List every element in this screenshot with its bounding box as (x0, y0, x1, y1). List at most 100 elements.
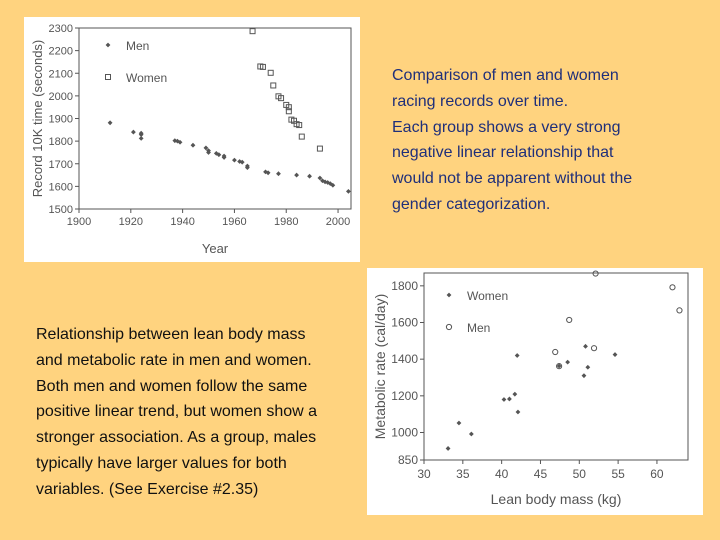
data-point (190, 142, 196, 148)
x-tick-label: 1960 (222, 216, 246, 228)
x-axis-label: Year (202, 241, 229, 256)
data-point (669, 284, 676, 291)
data-point (285, 104, 292, 111)
data-point (320, 178, 325, 184)
data-point (592, 270, 599, 277)
data-point (552, 348, 559, 356)
y-tick-label: 1800 (49, 136, 73, 148)
x-tick-label: 30 (417, 467, 431, 481)
data-point (138, 132, 144, 137)
y-tick-label: 1700 (49, 159, 73, 171)
data-point (206, 150, 211, 155)
data-point (325, 180, 331, 185)
x-tick-label: 1980 (274, 216, 298, 228)
y-tick-label: 2100 (49, 68, 73, 80)
y-tick-label: 1900 (49, 114, 73, 126)
data-point (456, 420, 462, 426)
data-point (327, 181, 333, 187)
data-point (316, 145, 323, 152)
data-point (317, 175, 323, 181)
data-point (221, 155, 227, 160)
data-point (265, 170, 271, 176)
plot-frame (423, 272, 689, 461)
data-point (565, 359, 571, 365)
y-tick-label: 1200 (391, 389, 418, 403)
x-axis-label: Lean body mass (kg) (491, 491, 622, 507)
metabolic-rate-plot: 30 35 40 45 50 55 60 850 1000 1200 1400 1600 1800 Lea… (372, 270, 689, 507)
data-point (468, 431, 474, 437)
data-point (285, 108, 292, 115)
y-tick-label: 1500 (49, 204, 73, 216)
data-point (259, 63, 266, 70)
legend-marker (105, 42, 111, 48)
data-point (177, 139, 183, 145)
data-point (107, 120, 113, 126)
y-tick-label: 1400 (391, 352, 418, 366)
y-tick-label: 1600 (49, 181, 73, 193)
data-point (276, 171, 281, 177)
data-point (346, 188, 351, 194)
data-point (232, 157, 237, 163)
x-tick-label: 45 (534, 467, 548, 481)
data-point (501, 397, 507, 402)
x-tick-label: 35 (456, 467, 470, 481)
race-records-chart: 1900 1920 1940 1960 1980 2000 1500 1600 1700 1800… (24, 17, 360, 262)
data-point (590, 345, 598, 352)
x-tick-label: 60 (650, 467, 664, 481)
data-point (556, 363, 563, 370)
x-tick-label: 55 (611, 467, 625, 481)
x-tick-label: 1940 (170, 216, 194, 228)
race-records-plot: 1900 1920 1940 1960 1980 2000 1500 1600 1700 1800… (30, 23, 352, 256)
y-tick-label: 2300 (49, 23, 73, 35)
data-point (445, 446, 451, 451)
data-point (514, 353, 520, 358)
y-tick-label: 1600 (391, 316, 418, 330)
data-point (244, 165, 250, 170)
legend-marker (446, 292, 452, 298)
y-tick-label: 1000 (391, 426, 418, 440)
data-point (138, 136, 144, 141)
data-point (294, 172, 299, 178)
legend-marker (445, 323, 453, 331)
data-point (296, 122, 303, 129)
legend-label: Women (126, 71, 167, 85)
plot-frame (78, 27, 352, 210)
x-tick-label: 40 (495, 467, 509, 481)
data-point (203, 145, 209, 151)
data-point (278, 95, 285, 102)
x-tick-label: 50 (573, 467, 587, 481)
data-point (515, 409, 521, 415)
data-point (585, 364, 591, 370)
legend-label: Men (467, 321, 490, 335)
data-point (216, 152, 222, 158)
data-point (512, 391, 518, 397)
y-axis-label: Metabolic rate (cal/day) (372, 294, 388, 440)
data-point (581, 373, 587, 379)
data-point (583, 343, 588, 349)
y-tick-label: 2000 (49, 91, 73, 103)
data-point (239, 159, 245, 165)
y-tick-label: 2200 (49, 46, 73, 58)
caption-metabolic-rate: Relationship between lean body mass and … (36, 326, 318, 498)
data-point (330, 182, 336, 188)
data-point (267, 69, 274, 76)
data-point (263, 169, 268, 175)
data-point (298, 133, 305, 140)
y-tick-label: 850 (398, 453, 418, 467)
data-point (556, 363, 562, 369)
legend-label: Women (467, 289, 508, 303)
metabolic-rate-chart: 30 35 40 45 50 55 60 850 1000 1200 1400 1600 1800 Lea… (367, 268, 703, 515)
x-tick-label: 1920 (119, 216, 143, 228)
data-point (612, 352, 618, 357)
data-point (172, 138, 178, 144)
legend-marker (105, 74, 111, 80)
data-point (507, 396, 512, 402)
y-axis-label: Record 10K time (seconds) (30, 40, 45, 198)
y-tick-label: 1800 (391, 279, 418, 293)
legend-label: Men (126, 39, 149, 53)
data-point (307, 173, 312, 179)
x-tick-label: 2000 (326, 216, 350, 228)
x-tick-label: 1900 (67, 216, 91, 228)
data-point (566, 316, 573, 324)
data-point (249, 28, 256, 35)
